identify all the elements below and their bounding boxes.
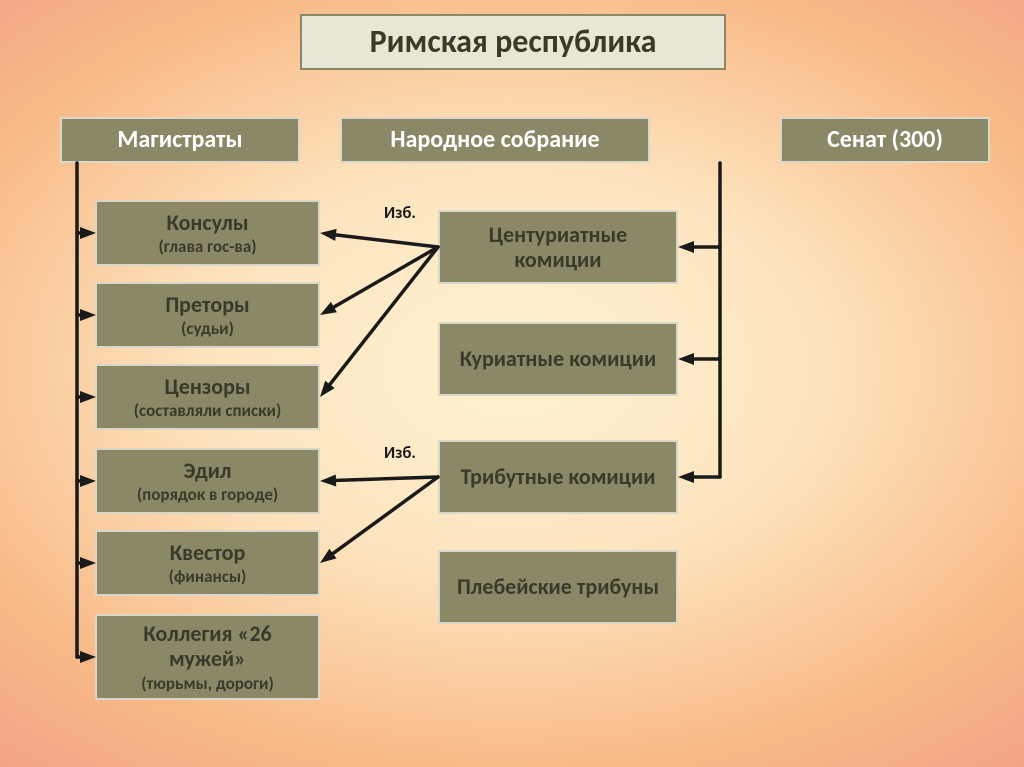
lbl-izb-2: Изб. <box>384 442 416 463</box>
n-centuriate: Центуриатные комиции <box>438 210 678 284</box>
n-consuls: Консулы(глава гос-ва) <box>95 200 320 266</box>
diagram-title-text: Римская республика <box>370 24 657 61</box>
hdr-magistrates-text: Магистраты <box>117 126 242 154</box>
n-praetors-title: Преторы <box>165 292 249 317</box>
n-tribunes: Плебейские трибуны <box>438 550 678 624</box>
diagram-title: Римская республика <box>300 14 726 70</box>
n-tribunes-title: Плебейские трибуны <box>457 574 659 599</box>
n-aedile-title: Эдил <box>184 458 232 483</box>
n-aedile-sub: (порядок в городе) <box>137 485 278 505</box>
n-collegium: Коллегия «26 мужей»(тюрьмы, дороги) <box>95 614 320 700</box>
n-censors: Цензоры(составляли списки) <box>95 364 320 430</box>
n-consuls-sub: (глава гос-ва) <box>158 237 256 257</box>
n-tribal: Трибутные комиции <box>438 440 678 514</box>
lbl-izb-1: Изб. <box>384 202 416 223</box>
n-curiate: Куриатные комиции <box>438 322 678 396</box>
n-censors-title: Цензоры <box>164 374 250 399</box>
n-praetors-sub: (судьи) <box>181 319 234 339</box>
n-praetors: Преторы(судьи) <box>95 282 320 348</box>
hdr-assembly: Народное собрание <box>340 117 650 163</box>
n-collegium-title: Коллегия «26 мужей» <box>103 621 312 672</box>
n-curiate-title: Куриатные комиции <box>460 346 656 371</box>
hdr-assembly-text: Народное собрание <box>390 126 599 154</box>
hdr-senate-text: Сенат (300) <box>827 126 943 154</box>
n-centuriate-title: Центуриатные комиции <box>446 222 670 273</box>
n-quaestor: Квестор(финансы) <box>95 530 320 596</box>
n-tribal-title: Трибутные комиции <box>460 464 655 489</box>
n-quaestor-title: Квестор <box>170 540 246 565</box>
hdr-senate: Сенат (300) <box>780 117 990 163</box>
n-censors-sub: (составляли списки) <box>134 401 282 421</box>
n-quaestor-sub: (финансы) <box>169 567 247 587</box>
n-aedile: Эдил(порядок в городе) <box>95 448 320 514</box>
hdr-magistrates: Магистраты <box>60 117 300 163</box>
n-collegium-sub: (тюрьмы, дороги) <box>141 674 274 694</box>
n-consuls-title: Консулы <box>167 210 249 235</box>
diagram-canvas: Римская республика Магистраты Народное соб… <box>0 0 1024 767</box>
